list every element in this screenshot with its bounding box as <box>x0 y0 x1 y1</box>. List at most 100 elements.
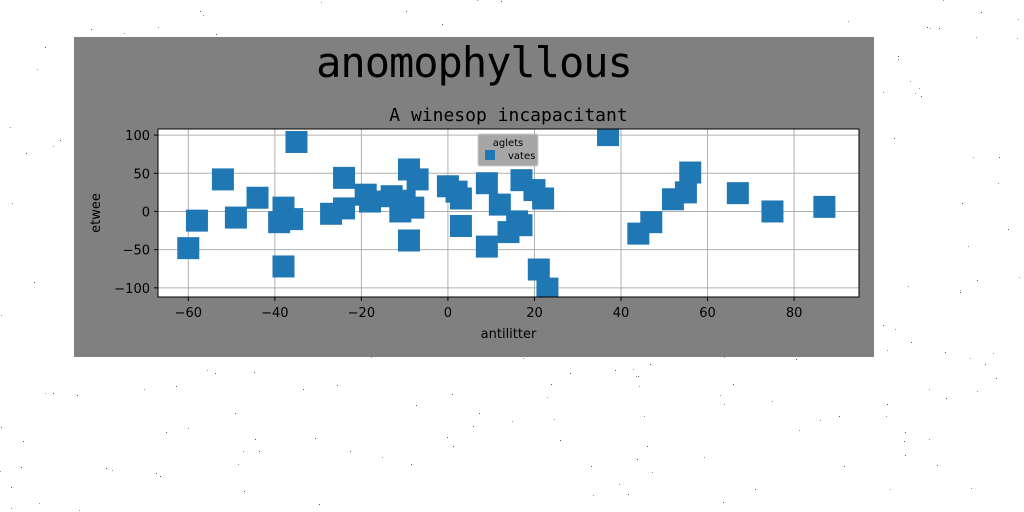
noise-dot <box>890 489 891 490</box>
noise-dot <box>720 395 721 396</box>
noise-dot <box>998 183 999 184</box>
noise-dot <box>447 437 448 438</box>
data-point <box>272 255 295 278</box>
noise-dot <box>1008 229 1009 230</box>
noise-dot <box>733 384 734 385</box>
noise-dot <box>207 370 208 371</box>
noise-dot <box>124 33 125 34</box>
x-tick-label: 0 <box>444 306 452 321</box>
y-tick-label: 0 <box>142 205 150 220</box>
noise-dot <box>473 426 474 427</box>
noise-dot <box>887 404 888 405</box>
noise-dot <box>996 378 997 379</box>
noise-dot <box>453 446 454 447</box>
noise-dot <box>1019 277 1020 278</box>
noise-dot <box>945 352 946 353</box>
y-tick-label: −50 <box>123 244 150 259</box>
data-point <box>527 258 550 281</box>
noise-dot <box>999 157 1000 158</box>
data-point <box>488 193 511 216</box>
x-tick-label: −40 <box>261 306 288 321</box>
noise-dot <box>254 372 255 373</box>
noise-dot <box>886 416 887 417</box>
data-point <box>246 186 269 209</box>
noise-dot <box>946 398 947 399</box>
noise-dot <box>615 370 616 371</box>
noise-dot <box>53 146 54 147</box>
noise-dot <box>442 24 443 25</box>
x-axis-label: antilitter <box>481 327 537 342</box>
noise-dot <box>919 88 920 89</box>
noise-dot <box>112 470 113 471</box>
x-tick-label: 80 <box>786 306 803 321</box>
noise-dot <box>911 342 912 343</box>
noise-dot <box>79 510 80 511</box>
noise-dot <box>898 56 899 57</box>
noise-dot <box>977 391 978 392</box>
noise-dot <box>1 315 2 316</box>
noise-dot <box>755 489 756 490</box>
data-point <box>674 181 697 204</box>
noise-dot <box>929 439 930 440</box>
noise-dot <box>921 96 922 97</box>
noise-dot <box>166 432 167 433</box>
data-point <box>211 168 234 191</box>
axes-frame <box>157 128 860 298</box>
noise-dot <box>106 468 107 469</box>
noise-dot <box>638 376 639 377</box>
noise-dot <box>319 504 320 505</box>
noise-dot <box>547 397 548 398</box>
noise-dot <box>939 28 940 29</box>
noise-dot <box>724 357 725 358</box>
noise-dot <box>1 427 2 428</box>
y-axis-label: etwee <box>89 193 104 233</box>
data-point <box>406 168 429 191</box>
y-tick-label: 50 <box>133 167 150 182</box>
data-point <box>224 206 247 229</box>
data-point <box>185 209 208 232</box>
noise-dot <box>238 464 239 465</box>
noise-dot <box>10 127 11 128</box>
y-tick-label: −100 <box>114 282 150 297</box>
data-point <box>268 211 291 234</box>
noise-dot <box>21 467 22 468</box>
noise-dot <box>848 21 849 22</box>
data-point <box>177 237 200 260</box>
noise-dot <box>633 369 634 370</box>
noise-dot <box>985 364 986 365</box>
noise-dot <box>772 401 773 402</box>
noise-dot <box>144 389 145 390</box>
noise-dot <box>337 385 338 386</box>
noise-dot <box>479 413 480 414</box>
noise-dot <box>243 451 244 452</box>
noise-dot <box>216 34 217 35</box>
data-point <box>449 214 472 237</box>
noise-dot <box>244 491 245 492</box>
noise-dot <box>523 358 524 359</box>
noise-dot <box>382 457 383 458</box>
noise-dot <box>927 27 928 28</box>
noise-dot <box>321 2 322 3</box>
noise-dot <box>255 439 256 440</box>
noise-dot <box>0 471 1 472</box>
x-tick-label: 20 <box>526 306 543 321</box>
noise-dot <box>724 404 725 405</box>
noise-dot <box>303 389 304 390</box>
legend-title: aglets <box>493 138 524 149</box>
noise-dot <box>45 393 46 394</box>
noise-dot <box>704 457 705 458</box>
noise-dot <box>45 47 46 48</box>
noise-dot <box>60 140 61 141</box>
scatter-chart: A winesop incapacitant −60 −40 −20 0 20 40 60 80… <box>89 105 860 342</box>
noise-dot <box>970 358 971 359</box>
noise-dot <box>976 37 977 38</box>
points-group <box>177 129 836 297</box>
x-tick-label: −60 <box>175 306 202 321</box>
noise-dot <box>53 393 54 394</box>
data-point <box>532 187 555 210</box>
noise-dot <box>200 11 201 12</box>
noise-dot <box>650 364 651 365</box>
noise-dot <box>26 153 27 154</box>
noise-dot <box>895 329 896 330</box>
data-point <box>497 221 520 244</box>
